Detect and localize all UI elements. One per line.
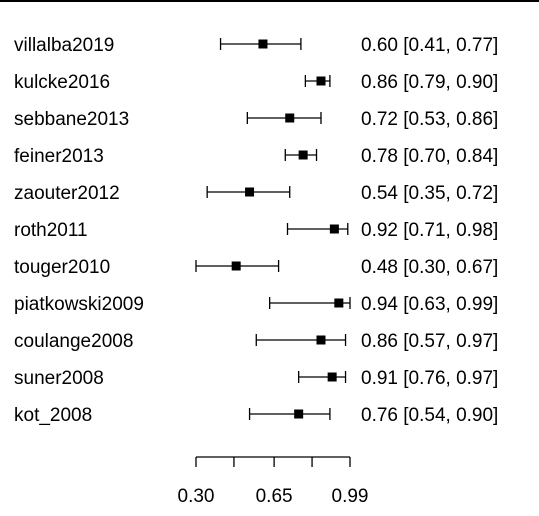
study-label: piatkowski2009 xyxy=(14,294,144,315)
estimate-ci-label: 0.94 [0.63, 0.99] xyxy=(361,294,498,315)
x-tick-label: 0.30 xyxy=(178,486,215,507)
x-tick-label: 0.65 xyxy=(256,486,293,507)
point-estimate-marker xyxy=(334,298,344,308)
estimate-ci-label: 0.72 [0.53, 0.86] xyxy=(361,109,498,130)
study-label: villalba2019 xyxy=(14,35,114,56)
estimate-ci-label: 0.60 [0.41, 0.77] xyxy=(361,35,498,56)
study-row: zaouter2012 0.54 [0.35, 0.72] xyxy=(14,183,498,204)
study-row: piatkowski2009 0.94 [0.63, 0.99] xyxy=(14,294,498,315)
study-label: suner2008 xyxy=(14,368,104,389)
study-row: kot_2008 0.76 [0.54, 0.90] xyxy=(14,405,498,426)
estimate-ci-label: 0.86 [0.57, 0.97] xyxy=(361,331,498,352)
study-label: kot_2008 xyxy=(14,405,92,426)
point-estimate-marker xyxy=(316,76,326,86)
estimate-ci-label: 0.54 [0.35, 0.72] xyxy=(361,183,498,204)
study-label: coulange2008 xyxy=(14,331,133,352)
study-row: sebbane2013 0.72 [0.53, 0.86] xyxy=(14,109,498,130)
point-estimate-marker xyxy=(231,261,241,271)
point-estimate-marker xyxy=(285,113,295,123)
study-row: suner2008 0.91 [0.76, 0.97] xyxy=(14,368,498,389)
study-row: touger2010 0.48 [0.30, 0.67] xyxy=(14,257,498,278)
point-estimate-marker xyxy=(329,224,339,234)
point-estimate-marker xyxy=(316,335,326,345)
study-label: roth2011 xyxy=(14,220,88,241)
study-row: roth2011 0.92 [0.71, 0.98] xyxy=(14,220,498,241)
study-row: coulange2008 0.86 [0.57, 0.97] xyxy=(14,331,498,352)
estimate-ci-label: 0.86 [0.79, 0.90] xyxy=(361,72,498,93)
study-label: sebbane2013 xyxy=(14,109,129,130)
study-row: kulcke2016 0.86 [0.79, 0.90] xyxy=(14,72,498,93)
study-label: zaouter2012 xyxy=(14,183,120,204)
study-label: touger2010 xyxy=(14,257,110,278)
estimate-ci-label: 0.78 [0.70, 0.84] xyxy=(361,146,498,167)
study-row: villalba2019 0.60 [0.41, 0.77] xyxy=(14,35,498,56)
study-label: feiner2013 xyxy=(14,146,104,167)
estimate-ci-label: 0.48 [0.30, 0.67] xyxy=(361,257,498,278)
point-estimate-marker xyxy=(298,150,308,160)
estimate-ci-label: 0.91 [0.76, 0.97] xyxy=(361,368,498,389)
point-estimate-marker xyxy=(294,409,304,419)
point-estimate-marker xyxy=(258,39,268,49)
estimate-ci-label: 0.92 [0.71, 0.98] xyxy=(361,220,498,241)
point-estimate-marker xyxy=(327,372,337,382)
x-tick-label: 0.99 xyxy=(332,486,369,507)
study-row: feiner2013 0.78 [0.70, 0.84] xyxy=(14,146,498,167)
study-rows: villalba2019 0.60 [0.41, 0.77] kulcke2016 0… xyxy=(14,35,498,426)
study-label: kulcke2016 xyxy=(14,72,110,93)
point-estimate-marker xyxy=(245,187,255,197)
x-axis: 0.30 0.65 0.99 xyxy=(178,456,369,507)
estimate-ci-label: 0.76 [0.54, 0.90] xyxy=(361,405,498,426)
